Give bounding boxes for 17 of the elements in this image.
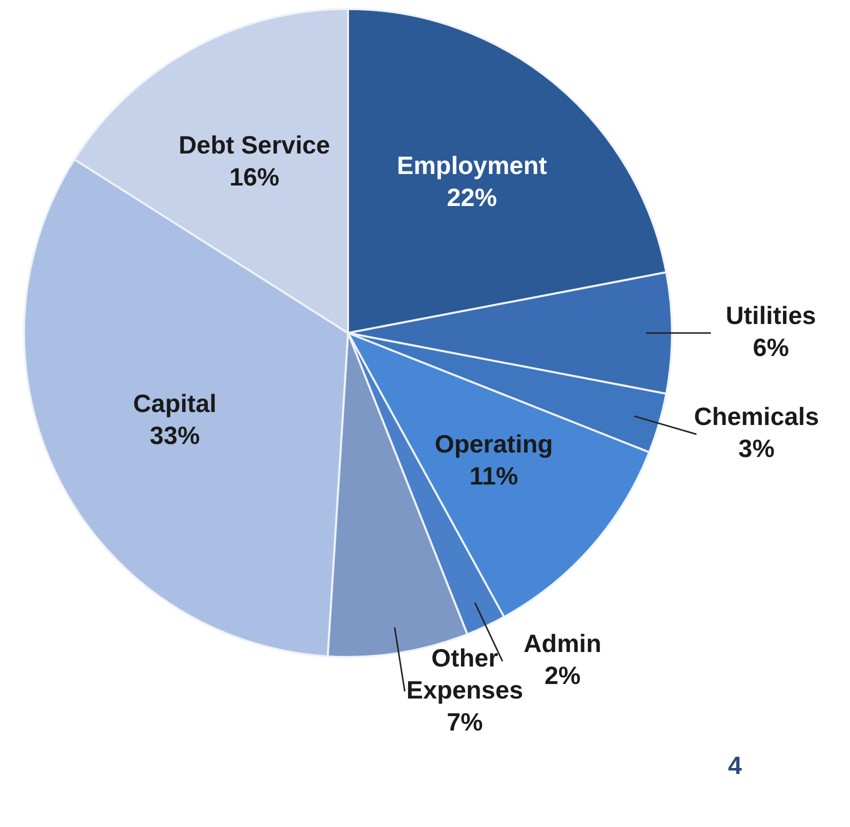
slice-label: Debt Service (178, 132, 330, 160)
text: 4 (728, 752, 742, 781)
data-label: 33% (150, 422, 200, 450)
data-label: 22% (446, 184, 497, 212)
data-label: 3% (738, 435, 775, 464)
slice-label: Operating (434, 430, 553, 458)
data-label: 7% (446, 708, 483, 736)
data-label: 2% (544, 662, 581, 690)
data-label: 6% (752, 334, 789, 362)
slice-label: Capital (133, 390, 216, 418)
data-label: 16% (229, 164, 280, 192)
slice-label: Admin (524, 630, 602, 658)
data-label: 11% (469, 462, 518, 490)
slice-label: Employment (396, 152, 548, 180)
slice-label: Other Expenses (406, 644, 524, 704)
slice-label: Utilities (726, 302, 816, 330)
slice-label: Chemicals (694, 403, 820, 432)
